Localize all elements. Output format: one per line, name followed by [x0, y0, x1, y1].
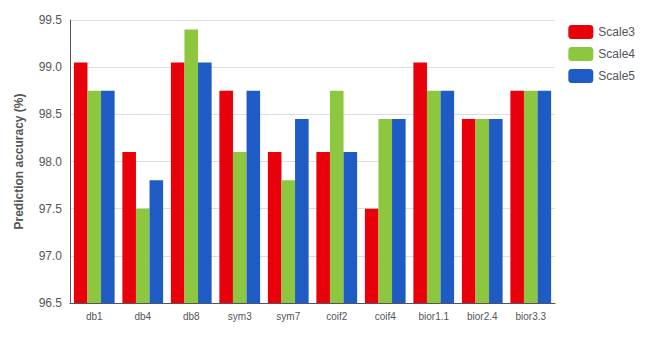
- svg-text:96.5: 96.5: [39, 296, 63, 310]
- svg-text:db1: db1: [86, 311, 103, 322]
- svg-text:sym3: sym3: [228, 311, 252, 322]
- svg-text:coif2: coif2: [326, 311, 348, 322]
- svg-text:bior3.3: bior3.3: [515, 311, 546, 322]
- svg-text:Scale4: Scale4: [598, 47, 635, 61]
- svg-text:bior1.1: bior1.1: [418, 311, 449, 322]
- svg-text:99.0: 99.0: [39, 60, 63, 74]
- svg-text:98.0: 98.0: [39, 155, 63, 169]
- svg-text:97.5: 97.5: [39, 202, 63, 216]
- svg-text:db8: db8: [183, 311, 200, 322]
- svg-text:97.0: 97.0: [39, 249, 63, 263]
- svg-text:98.5: 98.5: [39, 107, 63, 121]
- svg-text:Scale5: Scale5: [598, 69, 635, 83]
- svg-text:bior2.4: bior2.4: [467, 311, 498, 322]
- svg-text:sym7: sym7: [276, 311, 300, 322]
- svg-text:coif4: coif4: [375, 311, 397, 322]
- svg-text:99.5: 99.5: [39, 13, 63, 27]
- svg-text:db4: db4: [134, 311, 151, 322]
- svg-text:Scale3: Scale3: [598, 25, 635, 39]
- svg-text:Prediction accuracy (%): Prediction accuracy (%): [12, 93, 26, 229]
